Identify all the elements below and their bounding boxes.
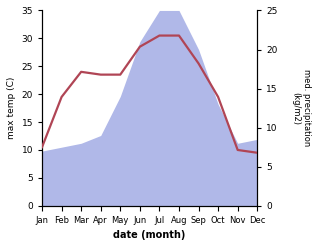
X-axis label: date (month): date (month) [114, 230, 186, 240]
Y-axis label: med. precipitation
(kg/m2): med. precipitation (kg/m2) [292, 69, 311, 147]
Y-axis label: max temp (C): max temp (C) [7, 77, 16, 139]
